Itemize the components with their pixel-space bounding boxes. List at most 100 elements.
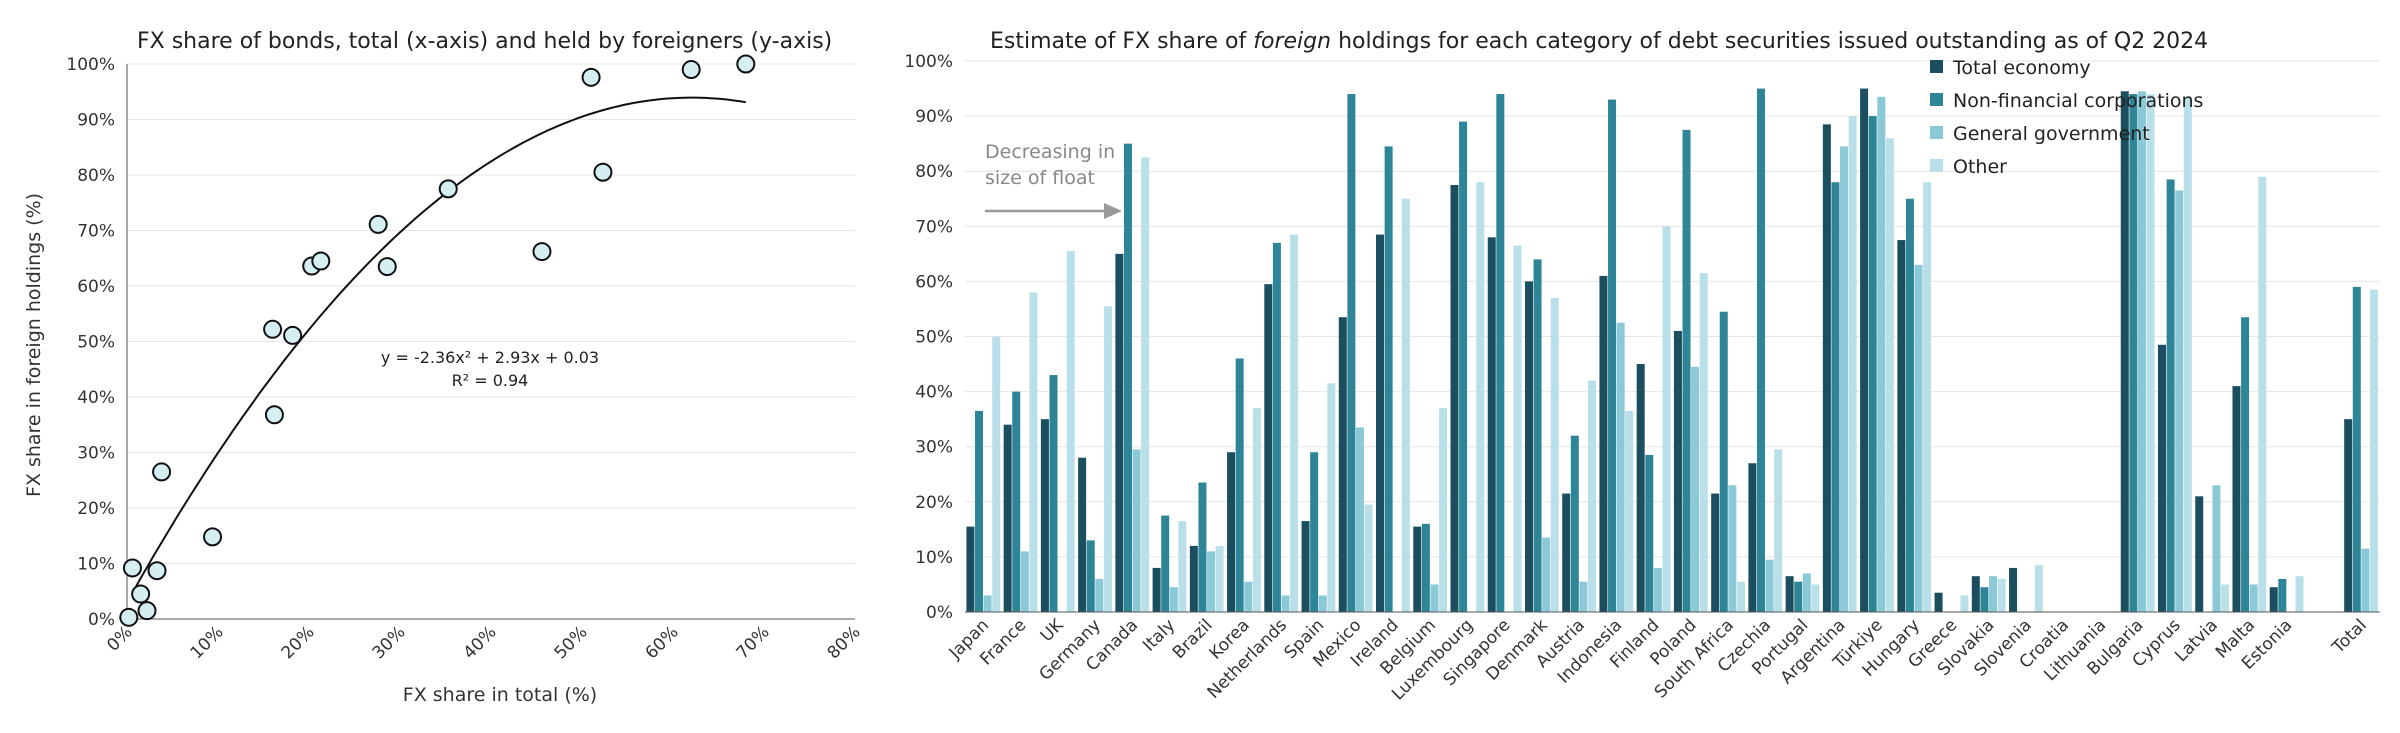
bar	[1736, 581, 1745, 612]
legend-label: General government	[1953, 123, 2150, 145]
bar	[2166, 179, 2175, 612]
scatter-x-tick-label: 30%	[369, 622, 410, 663]
bar	[992, 336, 1001, 612]
bar	[1748, 463, 1757, 612]
annotation-line-2: size of float	[985, 167, 1095, 189]
bar	[1338, 317, 1347, 612]
scatter-x-tick-label: 10%	[187, 622, 228, 663]
scatter-chart: FX share of bonds, total (x-axis) and he…	[23, 29, 865, 706]
bar	[1301, 521, 1310, 612]
bar	[1235, 358, 1244, 612]
bar	[1413, 526, 1422, 612]
scatter-y-tick-label: 30%	[77, 444, 115, 464]
scatter-point	[122, 558, 142, 578]
bar	[1078, 457, 1087, 612]
bar	[1103, 306, 1112, 612]
scatter-y-ticks: 0% 10% 20% 30% 40% 50% 60% 70% 80% 90% 100%	[66, 55, 115, 630]
scatter-point	[203, 527, 223, 547]
bar	[1625, 410, 1634, 612]
bar	[1040, 419, 1049, 612]
bar	[1459, 121, 1468, 613]
annotation-arrow-head	[1104, 203, 1122, 219]
bar	[1178, 521, 1187, 612]
scatter-point	[311, 251, 331, 271]
scatter-point	[438, 179, 458, 199]
bar	[1989, 576, 1998, 612]
bar	[1524, 281, 1533, 612]
bar-x-tick-label: Total	[2328, 615, 2371, 658]
scatter-points	[119, 54, 756, 627]
bar	[1691, 366, 1700, 612]
bar	[983, 595, 992, 612]
scatter-x-tick-label: 70%	[733, 622, 774, 663]
bar	[1711, 493, 1720, 612]
bar	[1682, 129, 1691, 612]
bar	[1802, 573, 1811, 612]
legend-swatch	[1930, 93, 1943, 106]
bar	[1401, 198, 1410, 612]
bar	[2369, 289, 2378, 612]
bar	[1086, 540, 1095, 612]
scatter-point	[147, 561, 167, 581]
bar	[1588, 380, 1597, 612]
legend-label: Other	[1953, 156, 2007, 178]
bar	[1152, 567, 1161, 612]
bar	[1673, 330, 1682, 612]
bar	[1934, 592, 1943, 612]
bar	[1914, 264, 1923, 612]
bar	[1169, 587, 1178, 612]
scatter-y-tick-label: 50%	[77, 333, 115, 353]
scatter-y-tick-label: 70%	[77, 222, 115, 242]
bar	[1840, 146, 1849, 612]
bar	[1327, 383, 1336, 612]
scatter-y-tick-label: 80%	[77, 166, 115, 186]
bar	[2221, 584, 2230, 612]
bar	[1020, 551, 1029, 612]
trend-equation: y = -2.36x² + 2.93x + 0.03	[381, 348, 599, 367]
bar	[1264, 284, 1273, 612]
scatter-point	[152, 462, 172, 482]
bar	[1599, 275, 1608, 612]
bar	[2129, 94, 2138, 612]
bar-y-tick-label: 100%	[904, 52, 953, 72]
bar-y-tick-label: 30%	[915, 438, 953, 458]
bar	[2009, 567, 2018, 612]
bar	[1923, 182, 1932, 612]
bar-y-tick-label: 80%	[915, 162, 953, 182]
bar	[1376, 234, 1385, 612]
bar	[1450, 184, 1459, 612]
bar	[1244, 581, 1253, 612]
scatter-point	[283, 325, 303, 345]
bar	[1774, 449, 1783, 612]
r-squared: R² = 0.94	[452, 371, 529, 390]
bar-x-tick-label: Brazil	[1169, 615, 1217, 663]
scatter-point	[119, 607, 139, 627]
bar	[1115, 253, 1124, 612]
legend: Total economy Non-financial corporations G…	[1930, 57, 2203, 178]
bar	[1272, 242, 1281, 612]
bar	[2232, 386, 2241, 612]
bar-title: Estimate of FX share of foreign holdings…	[990, 29, 2208, 54]
bar	[2183, 96, 2192, 612]
bar	[1645, 454, 1654, 612]
scatter-point	[263, 319, 283, 339]
bar	[1971, 576, 1980, 612]
bar	[1161, 515, 1170, 612]
legend-swatch	[1930, 126, 1943, 139]
bar	[2175, 190, 2184, 613]
bar-y-tick-label: 20%	[915, 493, 953, 513]
bar	[1785, 576, 1794, 612]
bar	[1066, 251, 1075, 612]
bar-title-before: Estimate of FX share of	[990, 29, 1253, 54]
bar	[975, 410, 984, 612]
bar	[1207, 551, 1216, 612]
bar-marks	[966, 88, 2378, 613]
bar	[1364, 504, 1373, 612]
bar	[1960, 595, 1969, 612]
bar	[2344, 419, 2353, 612]
scatter-point	[581, 67, 601, 87]
scatter-y-tick-label: 60%	[77, 277, 115, 297]
bar	[1897, 240, 1906, 612]
bar	[1579, 581, 1588, 612]
